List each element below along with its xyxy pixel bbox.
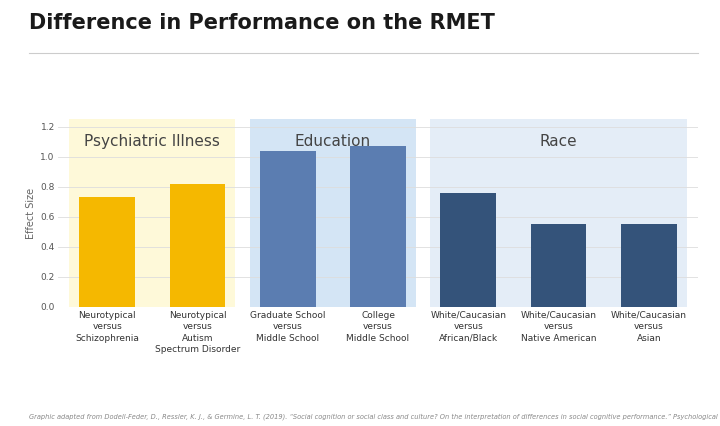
Text: Race: Race [540, 134, 577, 149]
Bar [431, 119, 687, 307]
Bar [69, 119, 235, 307]
Text: Difference in Performance on the RMET: Difference in Performance on the RMET [29, 13, 495, 33]
Text: Psychiatric Illness: Psychiatric Illness [84, 134, 220, 149]
Y-axis label: Effect Size: Effect Size [27, 187, 36, 239]
Bar [250, 119, 416, 307]
Bar [621, 224, 677, 307]
Bar [350, 146, 406, 307]
Text: Graphic adapted from Dodell-Feder, D., Ressler, K. J., & Germine, L. T. (2019). : Graphic adapted from Dodell-Feder, D., R… [29, 413, 720, 420]
Bar [169, 184, 225, 307]
Text: Education: Education [294, 134, 371, 149]
Bar [440, 193, 496, 307]
Bar [79, 197, 135, 307]
Bar [531, 224, 587, 307]
Bar [260, 151, 316, 307]
